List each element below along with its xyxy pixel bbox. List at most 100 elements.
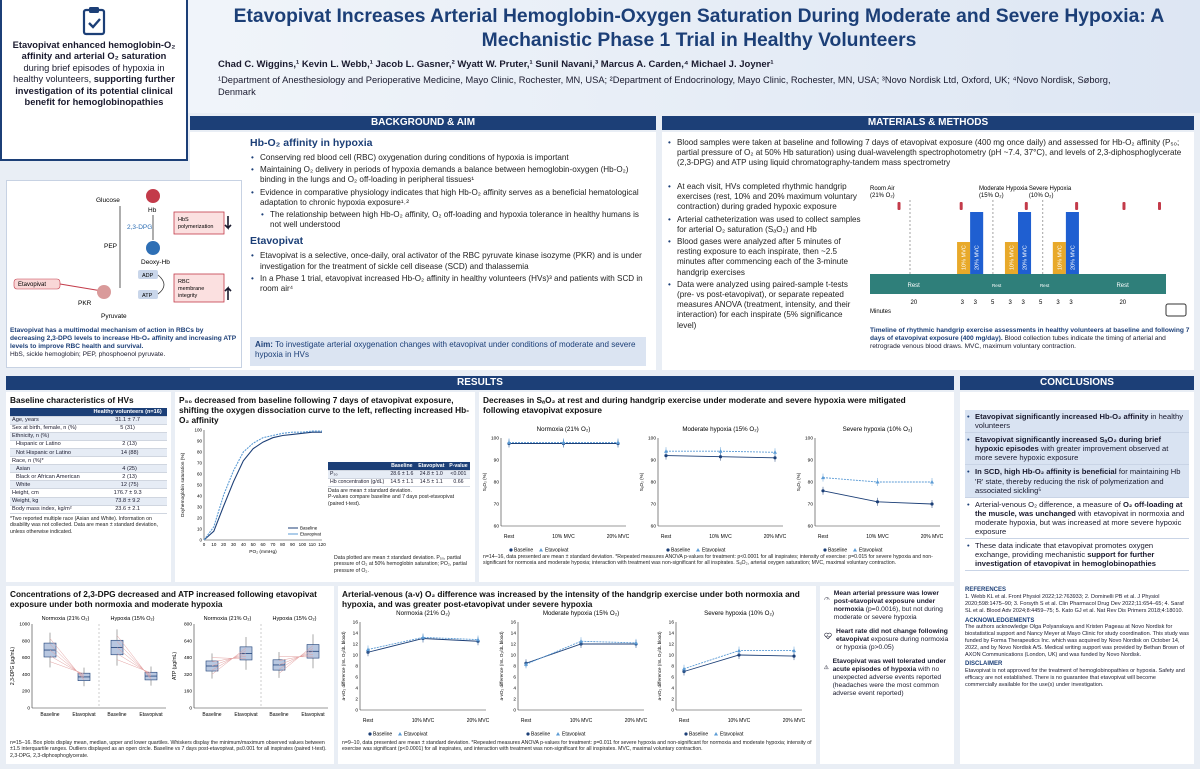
chart-x-tick: Rest xyxy=(661,534,672,540)
p50-table-cell: 14.5 ± 1.1 xyxy=(387,478,416,487)
aim-box: Aim: To investigate arterial oxygenation… xyxy=(250,337,646,366)
chart-x-tick: 20% MVC xyxy=(783,718,806,724)
legend-label-baseline: Baseline xyxy=(689,732,708,737)
header-band xyxy=(0,0,1200,113)
box-x-tick: Etavopivat xyxy=(72,712,96,718)
baseline-label: Height, cm xyxy=(10,488,89,498)
box-individual-line xyxy=(211,650,247,671)
p50-table-header: Baseline xyxy=(387,462,416,471)
chart-point xyxy=(792,654,796,658)
baseline-value xyxy=(88,456,167,466)
conclusion-3: In SCD, high Hb-O₂ affinity is beneficia… xyxy=(965,465,1189,498)
chart-x-tick: Rest xyxy=(521,718,532,724)
legend-label-baseline: Baseline xyxy=(671,548,690,553)
chart-point xyxy=(664,449,668,453)
box-x-tick: Baseline xyxy=(107,712,126,718)
methods-bullet-1: Blood samples were taken at baseline and… xyxy=(667,138,1189,169)
chart-point xyxy=(366,647,370,651)
legend-swatch-baseline xyxy=(526,732,530,736)
p50-table-box: Baseline Etavopivat P-value P₅₀ 28.6 ± 1.6 24… xyxy=(328,462,470,507)
aim-text: To investigate arterial oxygenation chan… xyxy=(255,340,636,359)
timeline-rest-band xyxy=(870,274,1166,294)
box-y-tick: 320 xyxy=(184,672,192,678)
p50-table-header: Etavopivat xyxy=(415,462,447,471)
methods-bullets: Blood samples were taken at baseline and… xyxy=(667,138,1189,171)
glucose-label: Glucose xyxy=(96,197,120,204)
chart-y-tick: 80 xyxy=(808,480,814,486)
atp-label: ATP xyxy=(142,293,153,299)
timeline-caption: Timeline of rhythmic handgrip exercise a… xyxy=(870,327,1190,351)
chart-y-tick: 60 xyxy=(494,524,500,530)
timeline-minutes-label: 5 xyxy=(991,300,995,306)
deoxy-label: Deoxy-Hb xyxy=(141,259,170,266)
chart-point xyxy=(773,450,777,454)
baseline-col-empty xyxy=(10,408,89,417)
chart-y-tick: 8 xyxy=(513,664,516,670)
conclusion-1-text: in healthy volunteers xyxy=(975,412,1184,431)
chart-point xyxy=(875,480,880,484)
conclusion-5: These data indicate that etavopivat prom… xyxy=(965,539,1189,572)
chart-point xyxy=(930,480,934,484)
blood-tube-icon xyxy=(1075,202,1079,210)
legend-swatch-baseline xyxy=(823,548,827,552)
methods-bullets-2: At each visit, HVs completed rhythmic ha… xyxy=(667,182,863,333)
baseline-value: 23.6 ± 2.1 xyxy=(88,505,167,514)
chart-y-tick: 10 xyxy=(669,653,675,659)
p50-title: P₅₀ decreased from baseline following 7 … xyxy=(179,395,469,425)
legend-label-baseline: Baseline xyxy=(531,732,550,737)
background-heading-1: Hb-O₂ affinity in hypoxia xyxy=(250,137,373,149)
dpg-panel: Concentrations of 2,3-DPG decreased and … xyxy=(6,586,334,764)
conclusion-4: Arterial-venous O₂ difference, a measure… xyxy=(965,498,1189,540)
odc-x-tick: 80 xyxy=(280,542,286,547)
odc-y-tick: 80 xyxy=(197,450,203,455)
p50-table-row: P₅₀ 28.6 ± 1.6 24.8 ± 1.0 <0.001 xyxy=(328,470,470,479)
legend-label-baseline: Baseline xyxy=(514,548,533,553)
chart-y-tick: 4 xyxy=(513,686,516,692)
chart-y-tick: 12 xyxy=(353,642,359,648)
timeline-minutes-label: 3 xyxy=(1008,300,1012,306)
chart-x-tick: 10% MVC xyxy=(728,718,751,724)
legend-swatch-etavopivat xyxy=(398,732,402,736)
baseline-label: Age, years xyxy=(10,416,89,425)
chart-point xyxy=(634,640,638,645)
timeline-rest-label: Rest xyxy=(908,283,921,289)
box-y-tick: 400 xyxy=(22,672,30,678)
conclusions-panel: Etavopivat significantly increased Hb-O₂… xyxy=(960,392,1194,764)
chart-x-tick: 20% MVC xyxy=(467,718,490,724)
timeline-bar-10-mvc xyxy=(957,242,971,274)
p50-table-cell: Hb concentration (g/dL) xyxy=(328,478,388,487)
chart-y-tick: 10 xyxy=(511,653,517,659)
box-individual-line xyxy=(116,659,152,674)
odc-x-tick: 0 xyxy=(203,542,206,547)
blood-tube-icon xyxy=(959,202,963,210)
box-x-tick: Baseline xyxy=(269,712,288,718)
chart-point xyxy=(682,666,686,671)
legend-swatch-baseline xyxy=(509,548,513,552)
chart-point xyxy=(421,635,425,639)
chart-y-tick: 2 xyxy=(671,697,674,703)
chart-y-label: a-vO₂ difference (mL O₂/dL blood) xyxy=(341,631,346,700)
p50-table: Baseline Etavopivat P-value P₅₀ 28.6 ± 1.6 24… xyxy=(328,462,470,487)
box-individual-line xyxy=(116,641,152,678)
baseline-value: 2 (13) xyxy=(88,440,167,449)
box-y-tick: 640 xyxy=(184,638,192,644)
chart-y-tick: 90 xyxy=(494,458,500,464)
chart-x-tick: 20% MVC xyxy=(921,534,944,540)
baseline-label: Sex at birth, female, n (%) xyxy=(10,424,89,433)
box-individual-line xyxy=(49,638,85,681)
chart-y-tick: 70 xyxy=(651,502,657,508)
box-individual-line xyxy=(49,661,85,675)
side-3-bold: Etavopivat was well tolerated under acut… xyxy=(832,658,946,673)
timeline-caption-text: Blood collection tubes indicate the timi… xyxy=(870,335,1166,350)
timeline-bar-20-mvc xyxy=(970,212,984,274)
chart-point xyxy=(737,653,741,657)
aim-label: Aim: xyxy=(255,340,273,349)
odc-x-tick: 60 xyxy=(260,542,266,547)
chart-point xyxy=(664,454,668,458)
chart-y-tick: 100 xyxy=(648,436,656,442)
references-heading: REFERENCES xyxy=(965,587,1007,594)
ack-text: The authors acknowledge Olga Polyanskaya… xyxy=(965,624,1189,658)
odc-series-baseline xyxy=(203,431,322,541)
baseline-label: Weight, kg xyxy=(10,497,89,506)
pep-label: PEP xyxy=(104,243,117,250)
